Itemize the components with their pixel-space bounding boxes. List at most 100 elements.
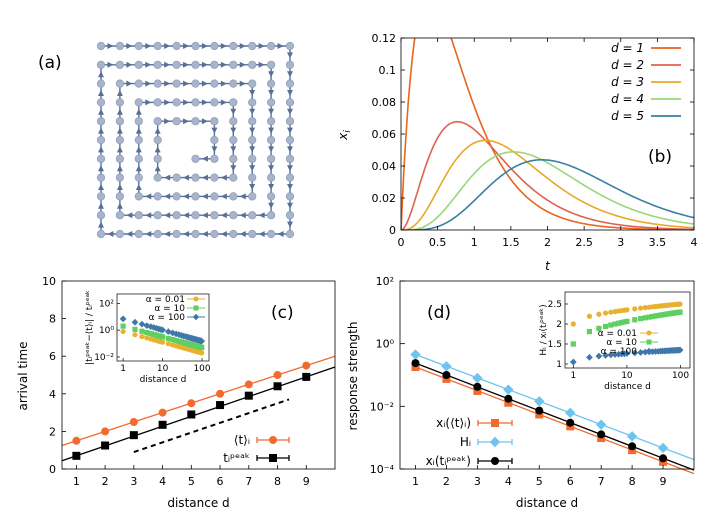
spiral-node bbox=[285, 41, 295, 51]
spiral-node bbox=[229, 79, 238, 88]
spiral-arrow bbox=[287, 90, 293, 96]
c-inset-x-tick-label: 10 bbox=[157, 364, 169, 374]
spiral-node bbox=[134, 98, 143, 107]
x-tick-label: 1 bbox=[412, 475, 419, 488]
legend-label-0: ⟨t⟩ᵢ bbox=[234, 433, 250, 447]
data-point-2 bbox=[504, 394, 513, 403]
x-axis-label: distance d bbox=[516, 496, 578, 510]
spiral-node bbox=[285, 229, 295, 239]
d-inset-point-2 bbox=[586, 353, 593, 361]
spiral-arrow bbox=[145, 80, 152, 87]
spiral-arrow bbox=[98, 202, 104, 209]
legend-label-2: xᵢ(tᵢᵖᵉᵃᵏ) bbox=[426, 454, 471, 468]
legend-label-2: d = 2 bbox=[611, 58, 644, 72]
series-line-3 bbox=[401, 139, 694, 230]
legend-label-0: xᵢ(⟨t⟩ᵢ) bbox=[436, 416, 471, 430]
spiral-arrow bbox=[98, 108, 104, 115]
spiral-arrow bbox=[249, 184, 256, 190]
data-point-1 bbox=[216, 401, 225, 410]
y-tick-label: 10⁰ bbox=[376, 338, 395, 351]
spiral-node bbox=[134, 117, 143, 126]
c-inset-y-label: |tᵢᵖᵉᵃᵏ−⟨t⟩ᵢ| / tᵢᵖᵉᵃᵏ bbox=[85, 290, 95, 365]
spiral-node bbox=[267, 192, 276, 201]
series-line-2 bbox=[415, 362, 695, 471]
legend-label-1: d = 1 bbox=[611, 41, 644, 55]
spiral-arrow bbox=[145, 61, 152, 68]
spiral-arrow bbox=[116, 108, 123, 115]
spiral-node bbox=[172, 192, 181, 201]
plot-frame bbox=[400, 37, 695, 231]
d-inset-point-1 bbox=[570, 341, 576, 347]
spiral-arrow bbox=[183, 212, 190, 219]
spiral-arrow bbox=[183, 61, 190, 68]
spiral-node bbox=[153, 229, 162, 239]
d-inset-point-0 bbox=[602, 310, 609, 316]
legend-marker-0 bbox=[269, 436, 277, 444]
c-inset-point-1 bbox=[148, 331, 154, 337]
spiral-arrow bbox=[183, 231, 190, 237]
data-point-1 bbox=[244, 391, 253, 400]
spiral-arrow bbox=[287, 202, 293, 209]
spiral-node bbox=[229, 173, 238, 182]
d-inset-point-2 bbox=[676, 346, 684, 354]
x-tick-label: 3 bbox=[474, 475, 481, 488]
spiral-node bbox=[285, 117, 295, 126]
x-tick-label: 7 bbox=[245, 475, 252, 488]
spiral-arrow bbox=[287, 184, 293, 190]
inset-legend-label-1: α = 10 bbox=[154, 304, 185, 314]
data-point-2 bbox=[473, 382, 482, 391]
spiral-node bbox=[134, 79, 143, 88]
spiral-node bbox=[96, 135, 106, 145]
c-inset-point-0 bbox=[139, 333, 145, 340]
spiral-arrow bbox=[230, 165, 237, 172]
spiral-arrow bbox=[98, 221, 104, 228]
spiral-node bbox=[267, 173, 276, 182]
c-inset-point-1 bbox=[151, 331, 157, 338]
spiral-node bbox=[267, 211, 276, 220]
x-tick-label: 7 bbox=[598, 475, 605, 488]
data-point-2 bbox=[535, 406, 544, 415]
spiral-arrow bbox=[201, 118, 208, 125]
x-tick-label: 8 bbox=[274, 475, 281, 488]
spiral-arrow bbox=[126, 231, 133, 237]
data-point-0 bbox=[273, 371, 282, 379]
spiral-arrow bbox=[201, 174, 208, 181]
spiral-arrow bbox=[154, 165, 161, 172]
spiral-arrow bbox=[183, 99, 190, 106]
inset-legend-label-0: α = 0.01 bbox=[146, 295, 185, 305]
spiral-arrow bbox=[230, 146, 237, 153]
spiral-arrow bbox=[164, 174, 171, 181]
data-point-1 bbox=[595, 419, 607, 430]
y-tick-label: 0.1 bbox=[379, 64, 397, 77]
spiral-arrow bbox=[201, 155, 208, 162]
d-inset-point-0 bbox=[632, 306, 638, 312]
data-point-1 bbox=[302, 372, 311, 381]
data-point-0 bbox=[72, 436, 81, 445]
y-tick-label: 10⁻⁴ bbox=[370, 463, 395, 476]
y-axis-label-main: x bbox=[336, 132, 350, 141]
d-inset-point-0 bbox=[638, 305, 644, 311]
d-inset-point-1 bbox=[638, 316, 644, 322]
spiral-arrow bbox=[287, 146, 293, 153]
plot-frame bbox=[61, 280, 336, 470]
c-inset-point-0 bbox=[159, 339, 166, 345]
spiral-node bbox=[96, 192, 106, 201]
y-tick-label: 10 bbox=[42, 275, 56, 288]
spiral-arrow bbox=[268, 184, 275, 190]
d-inset-y-tick-label: 1 bbox=[556, 360, 562, 370]
spiral-node bbox=[191, 192, 200, 201]
inset-legend-label-2: α = 100 bbox=[149, 313, 186, 323]
spiral-arrow bbox=[201, 193, 208, 200]
spiral-arrow bbox=[230, 127, 237, 134]
c-inset-x-label: distance d bbox=[140, 375, 187, 385]
spiral-arrow bbox=[116, 127, 123, 134]
spiral-node bbox=[229, 98, 238, 107]
inset-legend-label-1: α = 10 bbox=[606, 338, 637, 348]
legend-marker-2 bbox=[491, 457, 499, 465]
spiral-node bbox=[229, 211, 238, 220]
legend-marker-0 bbox=[491, 419, 499, 427]
data-point-1 bbox=[158, 420, 167, 429]
spiral-arrow bbox=[268, 127, 275, 134]
y-axis-label: xi bbox=[336, 130, 353, 141]
spiral-node bbox=[96, 211, 106, 220]
